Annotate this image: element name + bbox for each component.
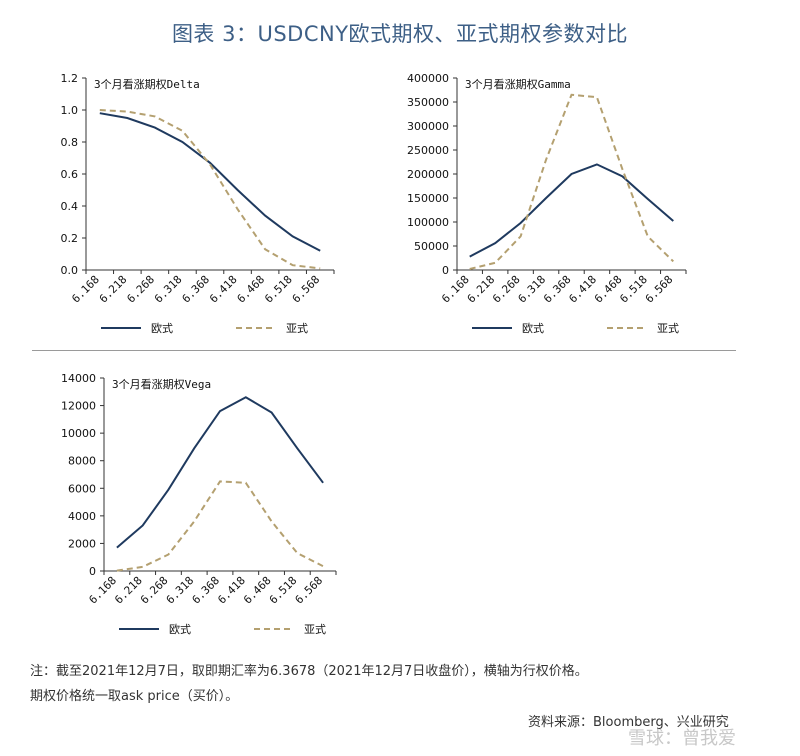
gamma-y-tick-label: 400000 (407, 72, 449, 85)
gamma-y-tick-label: 50000 (414, 240, 449, 253)
vega-y-tick-label: 14000 (61, 372, 96, 385)
gamma-legend-label-european: 欧式 (522, 322, 544, 335)
vega-legend-label-asian: 亚式 (304, 623, 326, 636)
delta-y-tick-label: 0.0 (61, 264, 79, 277)
gamma-y-tick-label: 300000 (407, 120, 449, 133)
vega-x-tick-label: 6.368 (190, 574, 223, 607)
vega-chart-title: 3个月看涨期权Vega (112, 377, 211, 391)
gamma-chart-title: 3个月看涨期权Gamma (465, 77, 571, 91)
delta-chart-title: 3个月看涨期权Delta (94, 77, 200, 91)
vega-y-tick-label: 6000 (68, 482, 96, 495)
gamma-y-tick-label: 100000 (407, 216, 449, 229)
watermark: 雪球：曾我爱 (628, 728, 736, 749)
delta-y-tick-label: 1.2 (61, 72, 79, 85)
vega-x-tick-label: 6.218 (112, 574, 145, 607)
vega-y-tick-label: 10000 (61, 427, 96, 440)
vega-y-tick-label: 8000 (68, 455, 96, 468)
vega-series-asian-line (116, 480, 324, 572)
section-divider (32, 350, 736, 351)
delta-series-european-line (99, 112, 321, 252)
vega-y-tick-label: 12000 (61, 400, 96, 413)
vega-series-european-line (116, 396, 324, 549)
delta-series-asian-line (99, 109, 321, 270)
vega-x-tick-label: 6.418 (215, 574, 248, 607)
gamma-series-asian-line (469, 93, 675, 270)
vega-x-tick-label: 6.468 (241, 574, 274, 607)
gamma-y-tick-label: 0 (442, 264, 449, 277)
note-line-2: 期权价格统一取ask price（买价）。 (30, 689, 239, 704)
vega-x-tick-label: 6.518 (267, 574, 300, 607)
delta-legend-label-asian: 亚式 (286, 322, 308, 335)
vega-y-tick-label: 2000 (68, 537, 96, 550)
vega-legend-label-european: 欧式 (169, 623, 191, 636)
figure-title: 图表 3：USDCNY欧式期权、亚式期权参数对比 (171, 22, 629, 46)
vega-x-tick-label: 6.268 (138, 574, 171, 607)
delta-y-tick-label: 0.8 (61, 136, 79, 149)
gamma-y-tick-label: 350000 (407, 96, 449, 109)
gamma-y-tick-label: 200000 (407, 168, 449, 181)
gamma-y-tick-label: 250000 (407, 144, 449, 157)
source-text: 资料来源：Bloomberg、兴业研究 (528, 715, 729, 730)
gamma-series-european-line (469, 163, 674, 258)
vega-x-tick-label: 6.168 (86, 574, 119, 607)
vega-y-tick-label: 4000 (68, 510, 96, 523)
gamma-legend-label-asian: 亚式 (657, 322, 679, 335)
gamma-y-tick-label: 150000 (407, 192, 449, 205)
delta-y-tick-label: 0.2 (61, 232, 79, 245)
vega-x-tick-label: 6.568 (293, 574, 326, 607)
note-line-1: 注：截至2021年12月7日，取即期汇率为6.3678（2021年12月7日收盘… (30, 664, 588, 679)
delta-y-tick-label: 1.0 (61, 104, 79, 117)
delta-y-tick-label: 0.4 (61, 200, 79, 213)
delta-legend-label-european: 欧式 (151, 322, 173, 335)
vega-x-tick-label: 6.318 (164, 574, 197, 607)
vega-y-tick-label: 0 (89, 565, 96, 578)
delta-y-tick-label: 0.6 (61, 168, 79, 181)
